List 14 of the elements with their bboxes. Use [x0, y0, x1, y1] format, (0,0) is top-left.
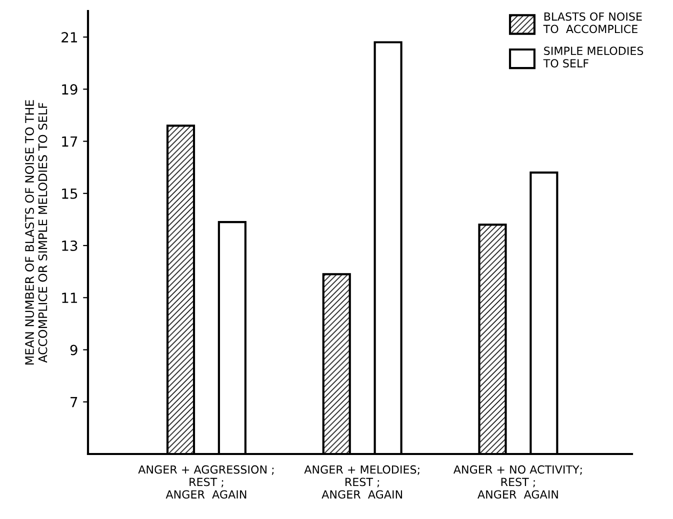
- x-tick-label: ANGER + AGGRESSION ; REST ; ANGER AGAIN: [138, 465, 274, 499]
- x-tick-label: ANGER + NO ACTIVITY; REST ; ANGER AGAIN: [453, 465, 582, 499]
- y-tick-label: 9: [70, 344, 78, 356]
- y-tick-label: 19: [62, 84, 78, 95]
- x-tick-label: ANGER + MELODIES; REST ; ANGER AGAIN: [304, 465, 420, 499]
- y-tick-label: 13: [62, 240, 78, 252]
- y-tick-label: 15: [62, 188, 78, 199]
- y-tick-label: 11: [62, 292, 77, 303]
- y-tick-label: 7: [70, 397, 78, 408]
- legend-label: BLASTS OF NOISE TO ACCOMPLICE: [543, 12, 642, 34]
- legend-label: SIMPLE MELODIES TO SELF: [543, 46, 644, 68]
- y-tick-label: 17: [62, 136, 78, 147]
- y-tick-label: 21: [62, 32, 77, 42]
- y-axis-title: MEAN NUMBER OF BLASTS OF NOISE TO THE ACCOMPLICE OR SIMPLE MELODIES TO SELF: [25, 100, 48, 364]
